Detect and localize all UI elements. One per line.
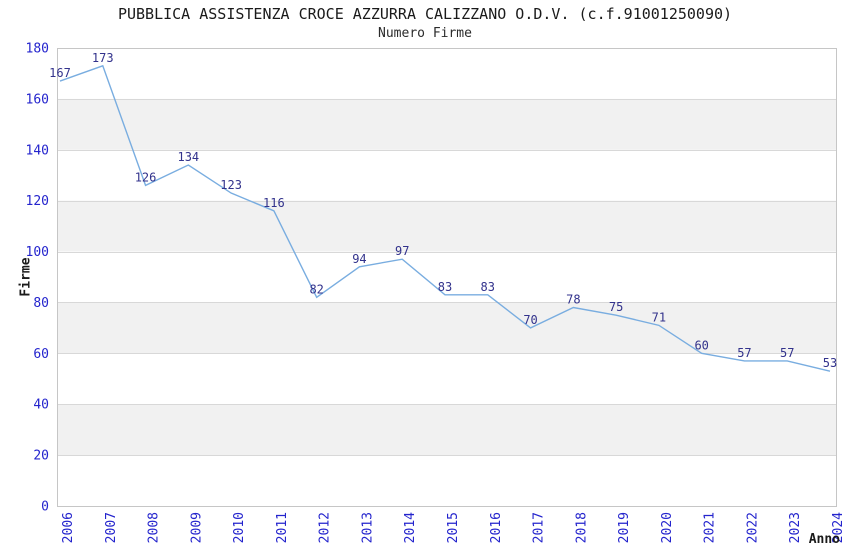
y-tick-label: 180: [26, 42, 49, 57]
data-label: 82: [309, 282, 323, 296]
x-axis-title: Anno: [808, 532, 840, 547]
data-label: 83: [438, 280, 452, 294]
plot-border: [57, 48, 837, 507]
x-tick-label: 2007: [104, 512, 119, 543]
x-tick-label: 2010: [232, 512, 247, 543]
y-tick-labels: 0 20 40 60 80 100 120 140 160 180: [26, 42, 49, 515]
y-tick-label: 0: [41, 500, 49, 515]
data-label: 97: [395, 244, 409, 258]
y-tick-label: 160: [26, 92, 49, 107]
x-tick-label: 2016: [489, 512, 504, 543]
data-label: 173: [92, 51, 114, 65]
x-tick-label: 2014: [403, 512, 418, 543]
y-tick-label: 140: [26, 143, 49, 158]
data-label: 167: [49, 66, 71, 80]
background-band: [57, 302, 836, 354]
data-label: 75: [609, 300, 623, 314]
y-tick-label: 60: [33, 347, 49, 362]
x-tick-labels: 2006 2007 2008 2009 2010 2011 2012 2013 2014 2015…: [61, 512, 846, 543]
data-label: 126: [135, 170, 157, 184]
background-band: [57, 98, 836, 150]
data-label: 71: [652, 310, 666, 324]
y-tick-label: 120: [26, 194, 49, 209]
x-tick-label: 2024: [831, 512, 846, 543]
chart-title: PUBBLICA ASSISTENZA CROCE AZZURRA CALIZZ…: [117, 5, 733, 23]
data-label: 94: [352, 252, 366, 266]
x-tick-label: 2015: [446, 512, 461, 543]
data-label: 123: [220, 178, 242, 192]
x-tick-label: 2009: [189, 512, 204, 543]
x-tick-label: 2022: [745, 512, 760, 543]
data-label: 70: [523, 313, 537, 327]
data-label: 57: [780, 346, 794, 360]
data-label: 134: [177, 150, 199, 164]
x-tick-label: 2006: [61, 512, 76, 543]
data-label: 78: [566, 293, 580, 307]
chart-subtitle: Numero Firme: [378, 26, 472, 41]
y-tick-label: 20: [33, 449, 49, 464]
series-data-labels: 167 173 126 134 123 116 82 94 97 83 83 70 78 75 71 60 57…: [49, 51, 837, 370]
x-tick-label: 2017: [532, 512, 547, 543]
x-tick-label: 2021: [703, 512, 718, 543]
y-tick-label: 40: [33, 398, 49, 413]
y-axis-title: Firme: [18, 257, 34, 297]
x-tick-label: 2013: [360, 512, 375, 543]
x-tick-label: 2023: [788, 512, 803, 543]
background-band: [57, 404, 836, 456]
data-label: 83: [481, 280, 495, 294]
x-tick-label: 2012: [318, 512, 333, 543]
data-label: 57: [737, 346, 751, 360]
plot-background-bands: [57, 98, 836, 456]
x-tick-label: 2019: [617, 512, 632, 543]
x-tick-label: 2018: [574, 512, 589, 543]
x-tick-label: 2008: [147, 512, 162, 543]
series-line: [59, 64, 831, 372]
y-tick-label: 100: [26, 245, 49, 260]
data-label: 53: [823, 356, 837, 370]
data-label: 116: [263, 196, 285, 210]
x-tick-label: 2020: [660, 512, 675, 543]
data-label: 60: [694, 338, 708, 352]
x-tick-label: 2011: [275, 512, 290, 543]
y-tick-label: 80: [33, 296, 49, 311]
background-band: [57, 200, 836, 252]
